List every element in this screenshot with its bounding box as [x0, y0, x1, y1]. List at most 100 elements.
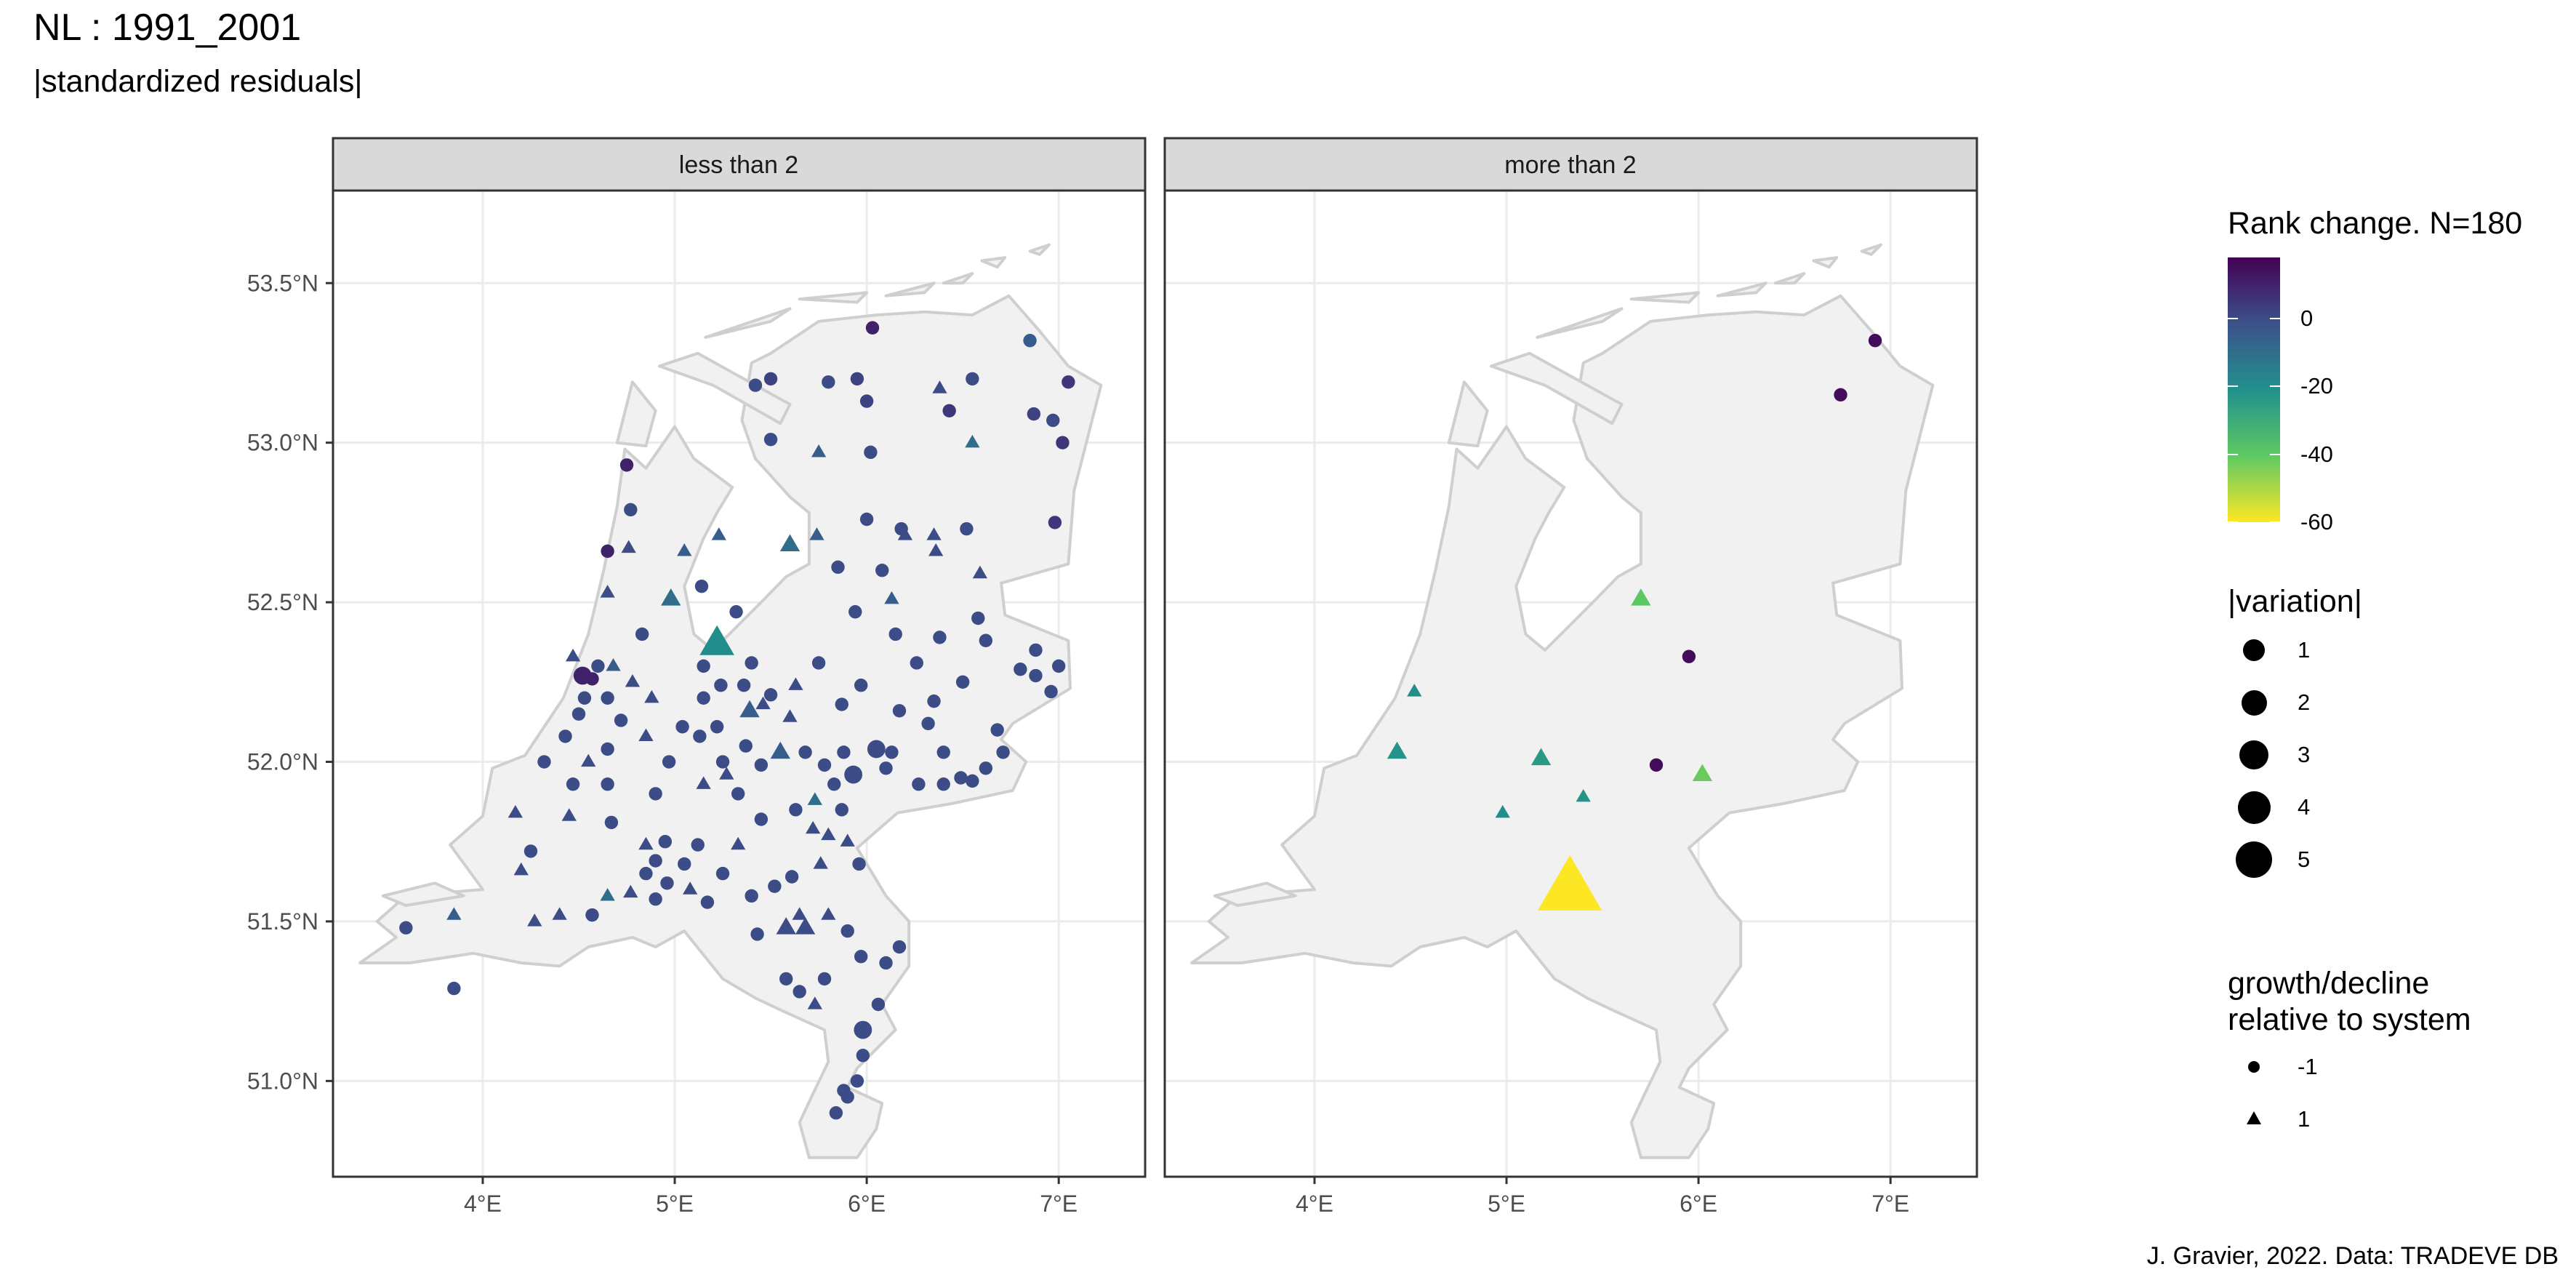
- y-tick-label: 51.0°N: [247, 1068, 318, 1094]
- city-triangle-marker: [731, 836, 746, 850]
- city-circle-marker: [1023, 334, 1037, 348]
- city-circle-marker: [660, 876, 674, 890]
- city-circle-marker: [954, 771, 968, 785]
- city-circle-marker: [624, 503, 638, 517]
- y-tick-label: 53.5°N: [247, 270, 318, 296]
- city-triangle-marker: [683, 881, 698, 895]
- city-circle-marker: [739, 739, 753, 753]
- city-circle-marker: [850, 1074, 864, 1088]
- size-legend-label: 4: [2298, 794, 2311, 820]
- city-circle-marker: [715, 755, 730, 769]
- city-triangle-marker: [809, 527, 824, 540]
- latitude-axis: 53.5°N 53.0°N 52.5°N 52.0°N 51.5°N 51.0°N: [247, 270, 333, 1094]
- city-triangle-marker: [776, 917, 796, 935]
- city-circle-marker: [447, 981, 461, 996]
- city-circle-marker: [854, 678, 868, 692]
- size-legend-circle: [2239, 740, 2268, 769]
- shape-legend-label: -1: [2298, 1054, 2318, 1079]
- color-legend: Rank change. N=180 0 -20 -40 -60: [2228, 205, 2522, 535]
- city-circle-marker: [675, 720, 689, 734]
- city-circle-marker: [856, 1049, 870, 1063]
- y-tick-label: 52.0°N: [247, 749, 318, 775]
- city-triangle-marker: [561, 808, 577, 821]
- city-circle-marker: [694, 579, 709, 593]
- city-triangle-marker: [677, 543, 692, 556]
- city-triangle-marker: [811, 444, 827, 457]
- x-tick-label: 5°E: [1488, 1191, 1525, 1217]
- size-legend-label: 5: [2298, 847, 2311, 872]
- longitude-axis: 4°E 5°E 6°E 7°E: [1296, 1177, 1909, 1217]
- shape-legend-title-1: growth/decline: [2228, 966, 2430, 1001]
- x-tick-label: 4°E: [464, 1191, 502, 1217]
- x-tick-label: 4°E: [1296, 1191, 1333, 1217]
- color-bar-tick-label: 0: [2300, 305, 2314, 331]
- map-title: NL : 1991_2001: [33, 7, 302, 49]
- city-triangle-marker: [1631, 588, 1651, 606]
- city-circle-marker: [831, 560, 845, 575]
- map-panel-less-than-2: less than 2 53.5°N 53.0°N 52.5°N 52.0°N 51.5…: [247, 137, 1147, 1217]
- city-circle-marker: [700, 895, 715, 909]
- city-circle-marker: [604, 815, 619, 830]
- color-bar-tick-mark: [2228, 453, 2238, 455]
- city-circle-marker: [601, 742, 614, 756]
- city-circle-marker: [844, 765, 863, 784]
- city-triangle-marker: [1495, 804, 1510, 818]
- size-legend: |variation| 1 2 3 4 5: [2228, 583, 2362, 878]
- city-circle-marker: [854, 950, 868, 964]
- city-circle-marker: [921, 716, 935, 731]
- city-circle-marker: [1014, 663, 1027, 676]
- city-circle-marker: [591, 659, 605, 673]
- island: [615, 380, 657, 448]
- city-circle-marker: [910, 656, 923, 670]
- city-triangle-marker: [807, 996, 822, 1009]
- city-circle-marker: [835, 803, 848, 817]
- city-circle-marker: [811, 656, 826, 670]
- city-circle-marker: [837, 745, 851, 759]
- city-triangle-marker: [644, 689, 659, 703]
- size-legend-circle: [2237, 791, 2271, 824]
- city-circle-marker: [639, 866, 653, 881]
- city-circle-marker: [601, 544, 614, 559]
- city-triangle-marker: [821, 827, 836, 841]
- color-bar-tick-mark: [2228, 521, 2238, 523]
- city-triangle-marker: [792, 907, 807, 920]
- city-markers: [1387, 334, 1882, 911]
- city-circle-marker: [649, 892, 662, 906]
- city-circle-marker: [798, 745, 812, 759]
- size-legend-label: 2: [2298, 689, 2311, 715]
- city-triangle-marker: [699, 625, 734, 655]
- city-circle-marker: [1046, 413, 1060, 428]
- city-circle-marker: [785, 870, 799, 884]
- city-circle-marker: [745, 889, 758, 903]
- city-circle-marker: [614, 713, 628, 727]
- city-circle-marker: [619, 458, 634, 472]
- city-triangle-marker: [552, 907, 567, 920]
- city-circle-marker: [1649, 758, 1664, 772]
- color-bar-tick-mark: [2270, 521, 2280, 523]
- city-triangle-marker: [770, 741, 790, 759]
- panel-border: [1163, 189, 1978, 1178]
- longitude-axis: 4°E 5°E 6°E 7°E: [464, 1177, 1078, 1217]
- map-subtitle: |standardized residuals|: [33, 64, 363, 99]
- city-triangle-marker: [795, 917, 816, 935]
- city-triangle-marker: [897, 527, 913, 540]
- color-bar: [2228, 257, 2280, 522]
- city-circle-marker: [867, 740, 886, 759]
- city-circle-marker: [750, 927, 764, 941]
- island: [884, 281, 936, 297]
- city-circle-marker: [1682, 649, 1696, 663]
- city-circle-marker: [649, 787, 662, 801]
- city-triangle-marker: [1407, 684, 1422, 697]
- city-circle-marker: [691, 838, 705, 852]
- color-bar-tick-label: -40: [2300, 441, 2333, 467]
- panel-strip-label: more than 2: [1504, 151, 1636, 179]
- island: [1629, 291, 1701, 304]
- city-circle-marker: [871, 997, 886, 1012]
- city-circle-marker: [875, 564, 889, 577]
- city-circle-marker: [840, 924, 854, 938]
- city-circle-marker: [745, 656, 758, 670]
- city-triangle-marker: [719, 767, 734, 780]
- city-triangle-marker: [821, 907, 836, 920]
- city-circle-marker: [1834, 388, 1847, 402]
